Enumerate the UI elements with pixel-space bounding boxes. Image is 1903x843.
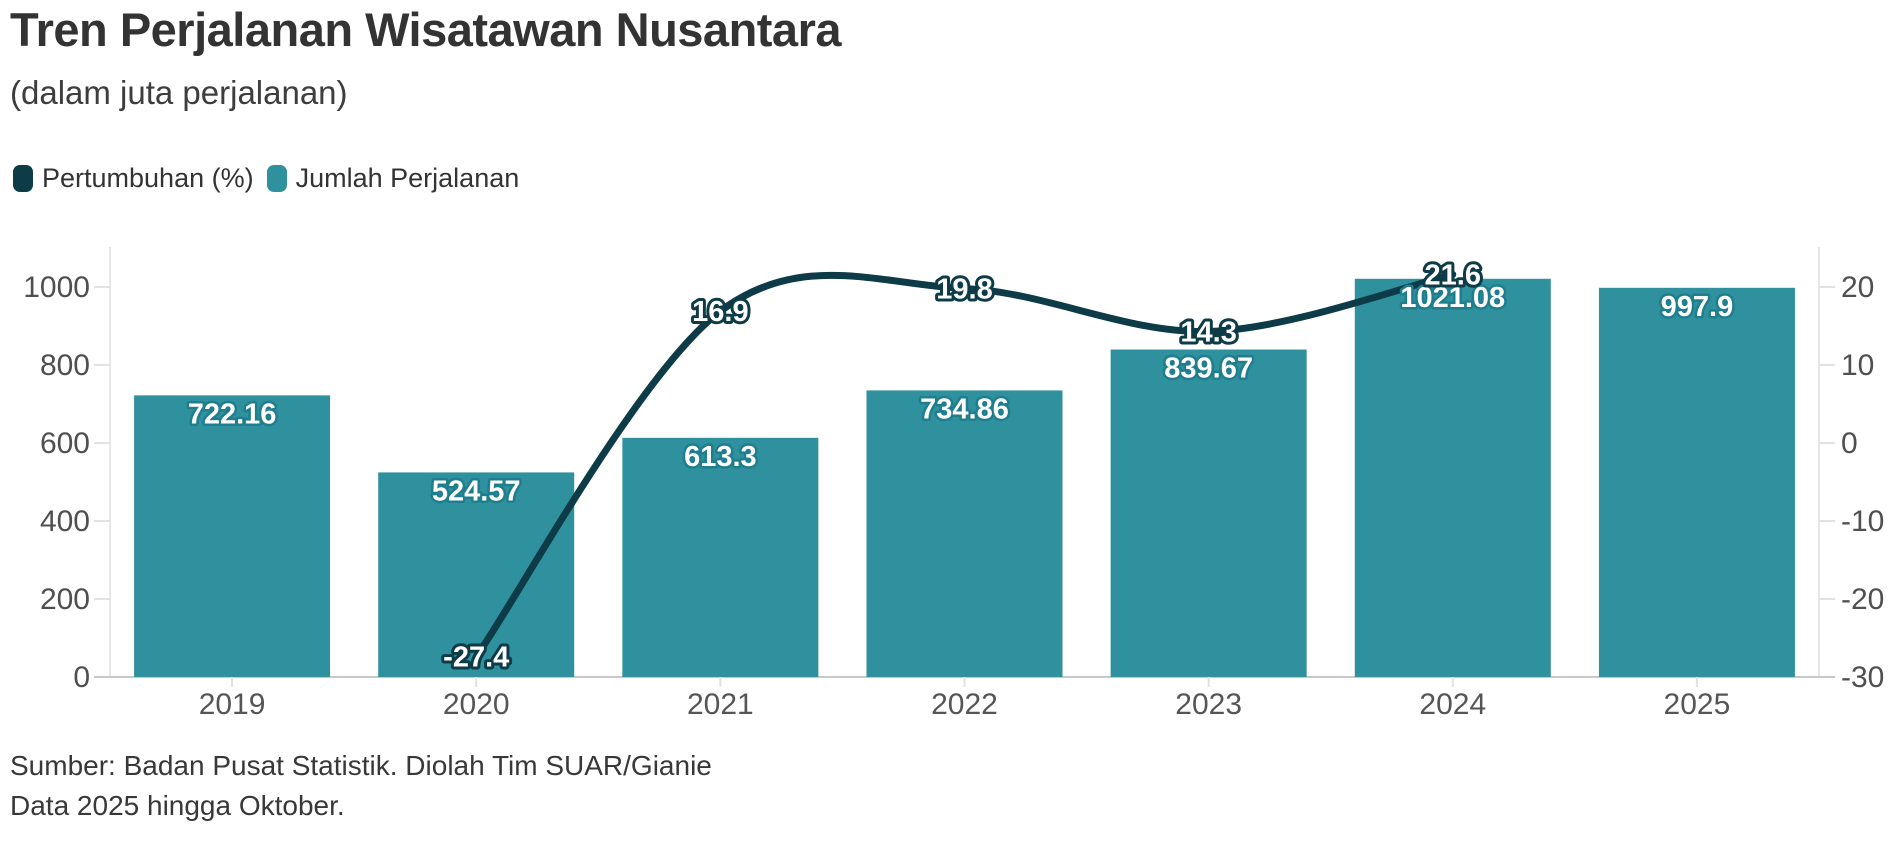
bar-value-label-2021: 613.3 [684,441,757,473]
bar-2025 [1598,287,1795,677]
legend: Pertumbuhan (%) Jumlah Perjalanan [13,163,519,194]
y-axis-left-tick-label: 200 [40,583,90,616]
source-line-1: Sumber: Badan Pusat Statistik. Diolah Ti… [10,750,712,781]
y-axis-right-tick-label: -30 [1841,661,1884,694]
legend-item-jumlah-perjalanan: Jumlah Perjalanan [266,163,520,194]
growth-line [472,271,1457,661]
bar-value-label-2022: 734.86 [920,393,1009,425]
chart-source-note: Sumber: Badan Pusat Statistik. Diolah Ti… [10,746,712,826]
y-axis-left-tick-label: 0 [73,661,90,694]
legend-marker-pertumbuhan-icon [13,165,33,192]
growth-value-label-2022: 19.8 [936,274,992,306]
growth-value-label-2024: 21.6 [1425,260,1481,292]
x-axis-label-2024: 2024 [1419,688,1486,721]
growth-value-label-2021: 16.9 [692,296,748,328]
x-axis-label-2019: 2019 [199,688,266,721]
x-axis-label-2022: 2022 [931,688,998,721]
y-axis-right-tick-label: -20 [1841,583,1884,616]
x-axis-label-2021: 2021 [687,688,754,721]
source-line-2: Data 2025 hingga Oktober. [10,790,345,821]
y-axis-right-tick-label: 10 [1841,349,1874,382]
y-axis-right-tick-label: -10 [1841,505,1884,538]
legend-label-pertumbuhan: Pertumbuhan (%) [42,163,254,193]
bar-2024 [1354,278,1551,677]
x-axis-label-2025: 2025 [1664,688,1731,721]
x-axis-label-2020: 2020 [443,688,510,721]
y-axis-left-tick-label: 600 [40,427,90,460]
chart-title: Tren Perjalanan Wisatawan Nusantara [10,3,842,56]
bar-2021 [622,437,819,677]
bar-value-label-2023: 839.67 [1164,353,1253,385]
legend-label-jumlah-perjalanan: Jumlah Perjalanan [295,163,520,193]
bar-2022 [866,390,1063,677]
legend-item-pertumbuhan: Pertumbuhan (%) [13,163,254,194]
bar-value-label-2020: 524.57 [432,475,521,507]
bar-2023 [1110,349,1307,677]
bar-value-label-2019: 722.16 [188,398,277,430]
y-axis-left-tick-label: 1000 [23,271,90,304]
growth-value-label-2023: 14.3 [1180,316,1236,348]
bar-2020 [378,472,575,677]
y-axis-left-tick-label: 800 [40,349,90,382]
y-axis-left-tick-label: 400 [40,505,90,538]
growth-value-label-2020: -27.4 [443,642,509,674]
legend-marker-jumlah-perjalanan-icon [266,165,287,192]
y-axis-right-tick-label: 20 [1841,271,1874,304]
bar-value-label-2024: 1021.08 [1400,282,1505,314]
x-axis-label-2023: 2023 [1175,688,1242,721]
bar-2019 [134,395,331,677]
chart-subtitle: (dalam juta perjalanan) [10,74,348,111]
y-axis-right-tick-label: 0 [1841,427,1858,460]
bar-value-label-2025: 997.9 [1661,291,1734,323]
